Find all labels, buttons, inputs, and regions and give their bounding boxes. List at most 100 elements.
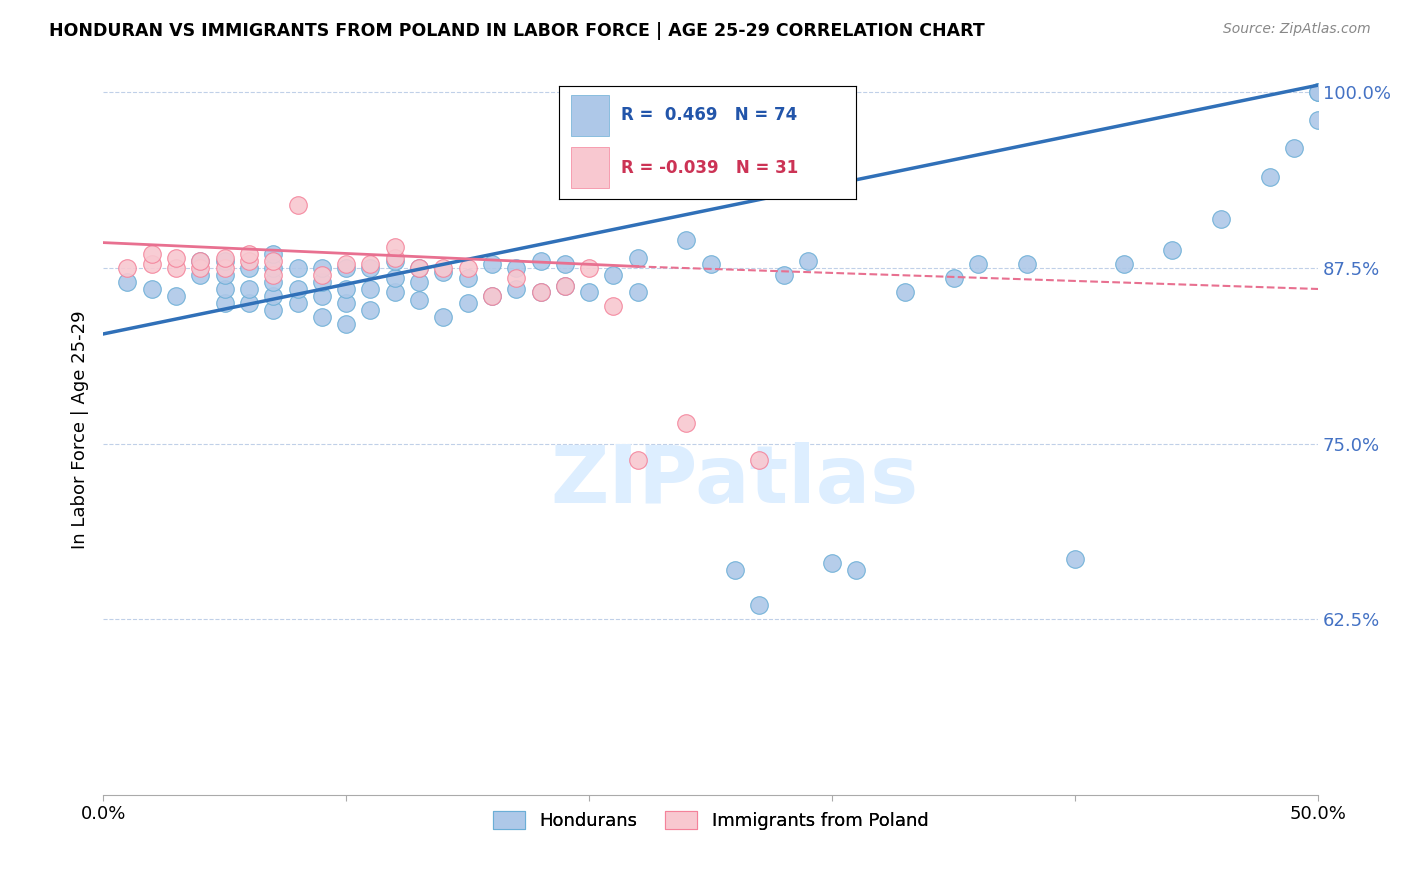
- Point: [602, 268, 624, 282]
- Point: [335, 296, 357, 310]
- Point: [287, 282, 309, 296]
- Point: [554, 257, 576, 271]
- Point: [457, 260, 479, 275]
- Point: [481, 289, 503, 303]
- Y-axis label: In Labor Force | Age 25-29: In Labor Force | Age 25-29: [72, 310, 89, 549]
- Point: [505, 260, 527, 275]
- Point: [262, 247, 284, 261]
- Point: [529, 253, 551, 268]
- Point: [311, 275, 333, 289]
- Point: [967, 257, 990, 271]
- Point: [408, 260, 430, 275]
- Point: [117, 260, 139, 275]
- Point: [748, 599, 770, 613]
- Point: [141, 282, 163, 296]
- Point: [699, 257, 721, 271]
- Point: [505, 282, 527, 296]
- Point: [214, 268, 236, 282]
- Point: [1015, 257, 1038, 271]
- Point: [457, 270, 479, 285]
- Point: [188, 253, 211, 268]
- Point: [262, 275, 284, 289]
- Point: [359, 257, 381, 271]
- Point: [1112, 257, 1135, 271]
- Point: [262, 289, 284, 303]
- Point: [335, 282, 357, 296]
- Point: [238, 282, 260, 296]
- Text: Source: ZipAtlas.com: Source: ZipAtlas.com: [1223, 22, 1371, 37]
- Point: [238, 247, 260, 261]
- Point: [359, 303, 381, 318]
- Point: [1308, 85, 1330, 99]
- Point: [384, 240, 406, 254]
- Point: [262, 268, 284, 282]
- Point: [432, 265, 454, 279]
- Point: [287, 260, 309, 275]
- Point: [311, 260, 333, 275]
- Point: [457, 296, 479, 310]
- Point: [627, 251, 650, 265]
- Point: [214, 296, 236, 310]
- Point: [141, 257, 163, 271]
- Point: [554, 279, 576, 293]
- Point: [1308, 85, 1330, 99]
- Point: [384, 270, 406, 285]
- Point: [1308, 113, 1330, 128]
- Point: [942, 270, 965, 285]
- Point: [287, 197, 309, 211]
- Point: [1258, 169, 1281, 184]
- Point: [214, 260, 236, 275]
- Point: [627, 453, 650, 467]
- Point: [408, 293, 430, 308]
- Point: [238, 253, 260, 268]
- Point: [214, 251, 236, 265]
- Point: [481, 289, 503, 303]
- Point: [262, 260, 284, 275]
- Point: [165, 251, 187, 265]
- Point: [311, 268, 333, 282]
- Point: [408, 260, 430, 275]
- Point: [1161, 243, 1184, 257]
- Point: [238, 296, 260, 310]
- Point: [335, 317, 357, 331]
- Point: [311, 310, 333, 324]
- Point: [894, 285, 917, 299]
- Point: [188, 260, 211, 275]
- Point: [335, 257, 357, 271]
- Point: [578, 285, 600, 299]
- Point: [1282, 141, 1305, 155]
- Point: [772, 268, 794, 282]
- Point: [188, 268, 211, 282]
- Point: [141, 247, 163, 261]
- Point: [554, 279, 576, 293]
- Point: [165, 289, 187, 303]
- Point: [602, 299, 624, 313]
- Point: [627, 285, 650, 299]
- Point: [1209, 211, 1232, 226]
- Point: [481, 257, 503, 271]
- Point: [359, 260, 381, 275]
- Text: ZIPatlas: ZIPatlas: [551, 442, 920, 520]
- Point: [214, 253, 236, 268]
- Point: [845, 563, 868, 577]
- Text: HONDURAN VS IMMIGRANTS FROM POLAND IN LABOR FORCE | AGE 25-29 CORRELATION CHART: HONDURAN VS IMMIGRANTS FROM POLAND IN LA…: [49, 22, 986, 40]
- Point: [384, 251, 406, 265]
- Point: [675, 233, 697, 247]
- Legend: Hondurans, Immigrants from Poland: Hondurans, Immigrants from Poland: [485, 804, 936, 838]
- Point: [748, 453, 770, 467]
- Point: [797, 253, 820, 268]
- Point: [262, 253, 284, 268]
- Point: [408, 275, 430, 289]
- Point: [359, 282, 381, 296]
- Point: [238, 260, 260, 275]
- Point: [529, 285, 551, 299]
- Point: [529, 285, 551, 299]
- Point: [432, 310, 454, 324]
- Point: [578, 260, 600, 275]
- Point: [724, 563, 747, 577]
- Point: [821, 556, 844, 570]
- Point: [505, 270, 527, 285]
- Point: [335, 260, 357, 275]
- Point: [1064, 552, 1087, 566]
- Point: [287, 296, 309, 310]
